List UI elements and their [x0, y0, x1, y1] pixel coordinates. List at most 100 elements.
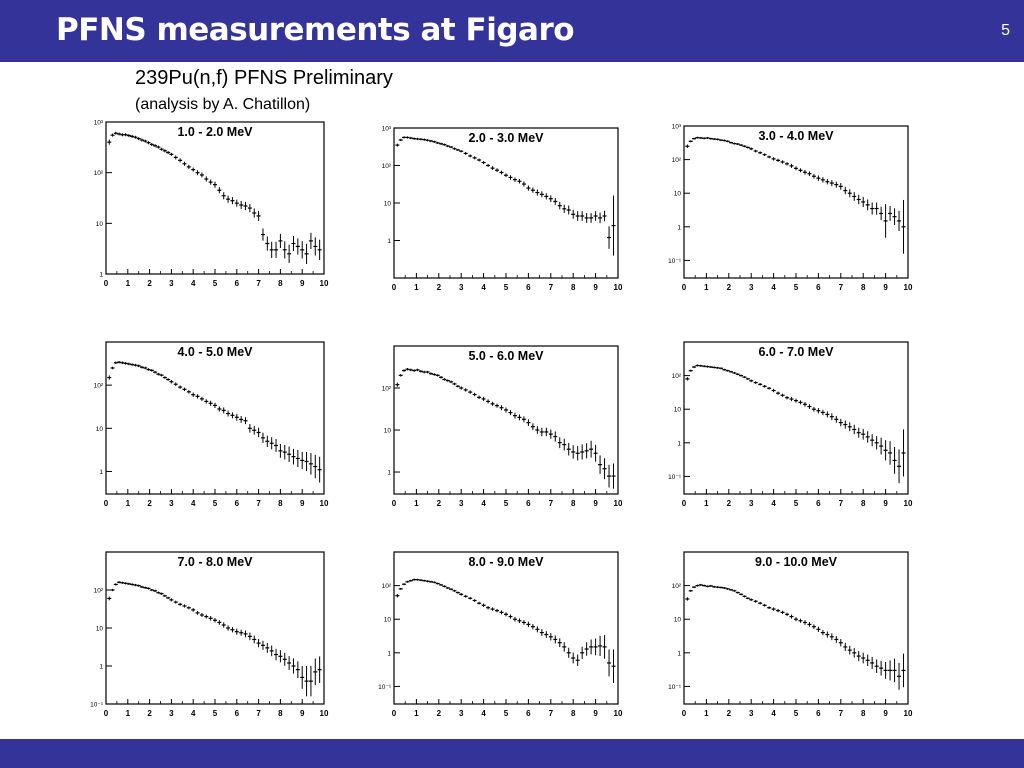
data-point: [735, 591, 740, 594]
data-point: [771, 157, 776, 161]
data-point: [802, 169, 807, 175]
data-point: [445, 144, 450, 148]
data-point: [802, 620, 807, 625]
data-point: [191, 167, 196, 172]
data-point: [422, 138, 427, 141]
page-number: 5: [1001, 22, 1010, 39]
data-point: [291, 658, 296, 674]
data-point: [512, 177, 517, 182]
data-point: [186, 606, 191, 610]
data-point: [499, 170, 504, 175]
data-point: [557, 201, 562, 210]
plot-frame: [683, 551, 909, 705]
data-point: [295, 449, 300, 468]
data-point: [136, 137, 141, 141]
data-point: [204, 399, 209, 404]
x-tick-label: 10: [904, 499, 913, 508]
data-point: [874, 659, 879, 673]
x-tick-label: 10: [320, 709, 329, 718]
data-point: [892, 208, 897, 226]
data-point: [133, 583, 138, 587]
data-point: [412, 369, 417, 372]
plot-frame: [105, 551, 325, 705]
x-tick-label: 1: [414, 709, 419, 718]
data-point: [123, 133, 128, 137]
x-tick-label: 1: [126, 499, 131, 508]
x-tick-label: 7: [839, 283, 844, 292]
y-tick-label: 1: [387, 650, 391, 657]
data-point: [732, 371, 737, 374]
data-point: [897, 662, 902, 690]
y-tick-label: 1: [99, 272, 103, 279]
data-point: [234, 199, 239, 207]
data-point: [295, 238, 300, 255]
plot-frame: [105, 121, 325, 275]
data-point: [762, 603, 767, 607]
data-point: [861, 428, 866, 440]
x-tick-label: 8: [861, 499, 866, 508]
x-tick-label: 4: [481, 709, 486, 718]
spectrum-plot-6: 0 1 2 3 4 5 6 7 8 9 10 10⁻¹ 1 10 10² 6.0 - 7.0 MeV: [668, 341, 913, 508]
data-point: [405, 367, 410, 371]
data-point: [688, 589, 693, 592]
data-point: [204, 614, 209, 619]
y-tick-label: 1: [677, 440, 681, 447]
data-point: [452, 589, 457, 592]
data-point: [739, 144, 744, 147]
data-point: [432, 373, 437, 376]
data-point: [729, 588, 734, 591]
data-point: [418, 138, 423, 141]
x-tick-label: 6: [816, 283, 821, 292]
panel-title: 7.0 - 8.0 MeV: [177, 555, 253, 569]
data-point: [247, 204, 252, 213]
x-tick-label: 0: [392, 499, 397, 508]
data-point: [715, 366, 720, 369]
data-point: [725, 369, 730, 372]
data-point: [780, 393, 785, 397]
data-point: [883, 661, 888, 679]
data-point: [265, 642, 270, 653]
data-point: [685, 144, 690, 148]
data-point: [459, 592, 464, 596]
x-tick-label: 8: [861, 283, 866, 292]
data-point: [820, 629, 825, 636]
x-tick-label: 5: [213, 279, 218, 288]
data-point: [239, 416, 244, 423]
data-point: [685, 597, 690, 601]
data-point: [584, 443, 589, 459]
spectrum-plot-2: 0 1 2 3 4 5 6 7 8 9 10 1 10 10² 10³ 2.0 - 3.0 MeV: [382, 126, 623, 293]
data-point: [535, 626, 540, 633]
x-tick-label: 7: [549, 283, 554, 292]
data-point: [317, 656, 322, 683]
data-point: [477, 158, 482, 162]
spectrum-plot-3: 0 1 2 3 4 5 6 7 8 9 10 10⁻¹ 1 10 10² 10³ 3.0 - 4.0 MeV: [668, 124, 913, 293]
data-point: [897, 449, 902, 484]
data-point: [611, 195, 616, 256]
data-point: [130, 363, 135, 366]
data-point: [459, 386, 464, 390]
y-tick-label: 10: [96, 626, 104, 633]
data-point: [722, 139, 727, 142]
data-point: [226, 195, 231, 203]
data-point: [575, 654, 580, 666]
data-point: [452, 147, 457, 150]
data-point: [825, 411, 830, 418]
data-point: [798, 618, 803, 623]
x-tick-label: 1: [126, 279, 131, 288]
data-point: [287, 446, 292, 463]
data-point: [530, 187, 535, 193]
data-point: [405, 136, 410, 139]
x-tick-label: 8: [278, 709, 283, 718]
data-point: [879, 437, 884, 455]
data-point: [260, 432, 265, 444]
data-point: [452, 382, 457, 386]
data-point: [455, 148, 460, 152]
x-tick-label: 4: [481, 283, 486, 292]
data-point: [861, 196, 866, 207]
y-tick-label: 10: [384, 617, 392, 624]
x-tick-label: 6: [526, 499, 531, 508]
data-point: [789, 397, 794, 402]
x-tick-label: 5: [794, 283, 799, 292]
data-point: [234, 628, 239, 635]
x-tick-label: 3: [749, 499, 754, 508]
